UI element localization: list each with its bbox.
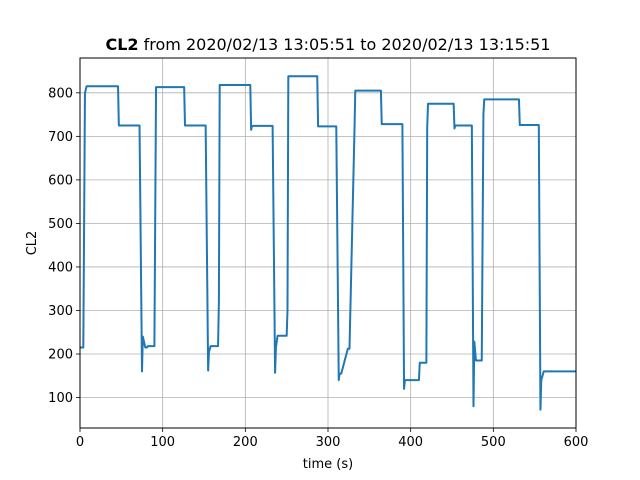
x-tick-label: 600 [564,435,589,450]
series-layer [80,75,576,411]
y-tick-label: 500 [48,217,73,232]
x-axis-label: time (s) [303,457,353,472]
y-tick-label: 600 [48,173,73,188]
cl2-series-line [80,75,576,411]
x-tick-label: 100 [150,435,175,450]
grid [79,58,577,428]
chart-title: CL2 from 2020/02/13 13:05:51 to 2020/02/… [105,35,550,54]
title-bold: CL2 [105,35,138,54]
x-tick-label: 500 [481,435,506,450]
ticks: 0 100 200 300 400 500 600 100 200 300 400 500 600 700… [48,86,588,450]
y-tick-label: 100 [48,391,73,406]
x-tick-label: 400 [398,435,423,450]
y-tick-label: 800 [48,86,73,101]
y-tick-label: 300 [48,304,73,319]
y-tick-label: 400 [48,260,73,275]
x-tick-label: 0 [76,435,84,450]
y-tick-label: 200 [48,348,73,363]
x-tick-label: 200 [233,435,258,450]
title-rest: from 2020/02/13 13:05:51 to 2020/02/13 1… [139,35,551,54]
y-tick-label: 700 [48,130,73,145]
x-tick-label: 300 [316,435,341,450]
y-axis-label: CL2 [25,231,40,256]
